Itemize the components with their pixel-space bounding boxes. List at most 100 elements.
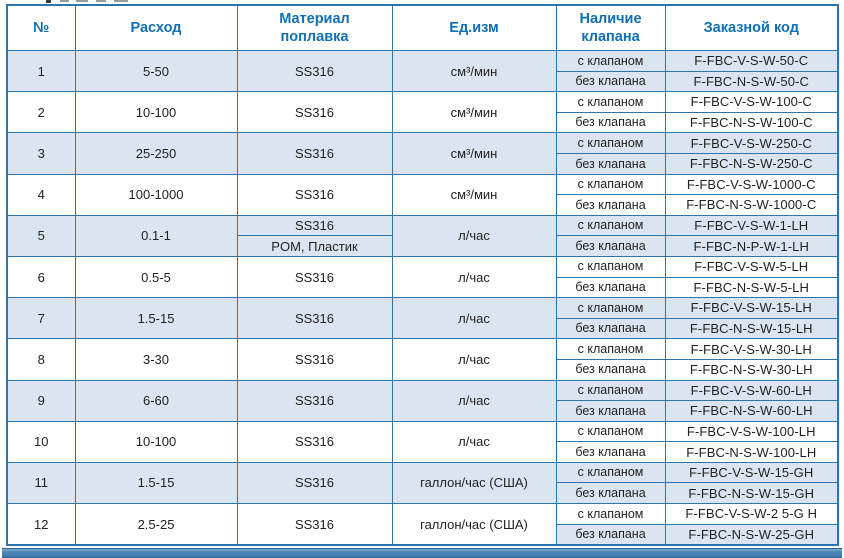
unit-cell: л/час [391, 255, 557, 299]
col-header-flow: Расход [74, 4, 238, 51]
num-cell: 8 [6, 338, 76, 381]
material-cell-alt: POM, Пластик [236, 235, 393, 257]
header-row: № Расход Материал поплавка Ед.изм Наличи… [6, 4, 839, 51]
num-cell: 1 [6, 49, 76, 93]
table-subrow: без клапана F-FBC-N-S-W-100-C [7, 111, 839, 134]
num-cell: 11 [6, 461, 76, 505]
material-cell: SS316 [236, 297, 393, 340]
valve-without-cell: без клапана [555, 523, 666, 546]
table-row: 10 10-100 SS316 л/час с клапаном F-FBC-V… [6, 420, 839, 463]
table-row: 8 3-30 SS316 л/час с клапаном F-FBC-V-S-… [6, 338, 839, 381]
table-subrow: POM, Пластик без клапана F-FBC-N-P-W-1-L… [7, 235, 839, 257]
order-code-cell: F-FBC-V-S-W-15-LH [664, 297, 839, 319]
unit-cell: л/час [391, 420, 557, 463]
num-cell: 7 [6, 297, 76, 340]
valve-with-cell: с клапаном [555, 338, 666, 360]
order-code-cell: F-FBC-V-S-W-50-C [664, 50, 839, 72]
material-cell: SS316 [236, 255, 393, 299]
table-subrow: без клапана F-FBC-N-S-W-100-LH [7, 441, 839, 463]
num-cell: 3 [6, 132, 76, 175]
flow-cell: 1.5-15 [74, 461, 238, 505]
order-code-cell: F-FBC-N-S-W-250-C [664, 152, 839, 175]
flow-cell: 10-100 [74, 91, 238, 134]
table-row: 12 2.5-25 SS316 галлон/час (США) с клапа… [6, 503, 839, 546]
num-cell: 2 [6, 91, 76, 134]
order-code-cell: F-FBC-V-S-W-100-C [664, 91, 839, 113]
order-code-cell: F-FBC-N-S-W-1000-C [664, 194, 839, 216]
flow-cell: 5-50 [74, 49, 238, 93]
flow-cell: 0.1-1 [74, 214, 238, 257]
material-cell: SS316 [236, 338, 393, 381]
order-code-cell: F-FBC-N-S-W-30-LH [664, 358, 839, 381]
flow-cell: 1.5-15 [74, 297, 238, 340]
material-cell: SS316 [236, 461, 393, 505]
material-cell: SS316 [236, 173, 393, 216]
table-row: 4 100-1000 SS316 см³/мин с клапаном F-FB… [6, 173, 839, 216]
order-code-cell: F-FBC-N-S-W-100-C [664, 111, 839, 134]
flow-cell: 6-60 [74, 379, 238, 422]
table-subrow: без клапана F-FBC-N-S-W-60-LH [7, 400, 839, 422]
material-cell: SS316 [236, 379, 393, 422]
order-code-cell: F-FBC-N-S-W-5-LH [664, 276, 839, 299]
num-cell: 5 [6, 214, 76, 257]
order-code-cell: F-FBC-V-S-W-250-C [664, 132, 839, 154]
unit-cell: л/час [391, 338, 557, 381]
valve-without-cell: без клапана [555, 441, 666, 463]
valve-with-cell: с клапаном [555, 132, 666, 154]
table-row: 1 5-50 SS316 см³/мин с клапаном F-FBC-V-… [6, 49, 839, 93]
flow-meter-order-table: № Расход Материал поплавка Ед.изм Наличи… [6, 4, 839, 547]
table-row: 9 6-60 SS316 л/час с клапаном F-FBC-V-S-… [6, 379, 839, 422]
flow-cell: 0.5-5 [74, 255, 238, 299]
order-code-cell: F-FBC-V-S-W-60-LH [664, 379, 839, 402]
valve-without-cell: без клапана [555, 358, 666, 381]
table-subrow: без клапана F-FBC-N-S-W-25-GH [7, 523, 839, 546]
material-cell: SS316 [236, 49, 393, 93]
order-code-cell: F-FBC-N-S-W-50-C [664, 70, 839, 93]
flow-cell: 100-1000 [74, 173, 238, 216]
table-row: 5 0.1-1 SS316 л/час с клапаном F-FBC-V-S… [6, 214, 839, 257]
valve-with-cell: с клапаном [555, 379, 666, 402]
valve-without-cell: без клапана [555, 152, 666, 175]
valve-without-cell: без клапана [555, 111, 666, 134]
table-subrow: без клапана F-FBC-N-S-W-30-LH [7, 358, 839, 381]
order-code-cell: F-FBC-V-S-W-1000-C [664, 173, 839, 196]
valve-with-cell: с клапаном [555, 173, 666, 196]
unit-cell: см³/мин [391, 49, 557, 93]
valve-without-cell: без клапана [555, 400, 666, 422]
material-cell: SS316 [236, 503, 393, 546]
table-subrow: без клапана F-FBC-N-S-W-50-C [7, 70, 839, 93]
unit-cell: см³/мин [391, 91, 557, 134]
num-cell: 10 [6, 420, 76, 463]
valve-without-cell: без клапана [555, 317, 666, 340]
order-code-cell: F-FBC-V-S-W-15-GH [664, 461, 839, 484]
order-code-cell: F-FBC-N-P-W-1-LH [664, 235, 839, 257]
valve-without-cell: без клапана [555, 70, 666, 93]
table-subrow: без клапана F-FBC-N-S-W-5-LH [7, 276, 839, 299]
col-header-valve: Наличие клапана [555, 4, 666, 51]
material-cell: SS316 [236, 214, 393, 237]
material-cell: SS316 [236, 91, 393, 134]
col-header-num: № [6, 4, 76, 51]
valve-without-cell: без клапана [555, 235, 666, 257]
table-row: 7 1.5-15 SS316 л/час с клапаном F-FBC-V-… [6, 297, 839, 340]
valve-with-cell: с клапаном [555, 461, 666, 484]
order-code-cell: F-FBC-N-S-W-15-GH [664, 482, 839, 505]
order-code-cell: F-FBC-N-S-W-60-LH [664, 400, 839, 422]
unit-cell: л/час [391, 297, 557, 340]
table-subrow: без клапана F-FBC-N-S-W-1000-C [7, 194, 839, 216]
valve-with-cell: с клапаном [555, 297, 666, 319]
order-code-cell: F-FBC-N-S-W-100-LH [664, 441, 839, 463]
col-header-unit: Ед.изм [391, 4, 557, 51]
num-cell: 6 [6, 255, 76, 299]
valve-without-cell: без клапана [555, 482, 666, 505]
table-row: 2 10-100 SS316 см³/мин с клапаном F-FBC-… [6, 91, 839, 134]
order-code-cell: F-FBC-V-S-W-2 5-G H [664, 503, 839, 525]
valve-with-cell: с клапаном [555, 50, 666, 72]
order-code-cell: F-FBC-V-S-W-5-LH [664, 255, 839, 278]
unit-cell: галлон/час (США) [391, 461, 557, 505]
order-code-cell: F-FBC-V-S-W-30-LH [664, 338, 839, 360]
valve-with-cell: с клапаном [555, 255, 666, 278]
num-cell: 9 [6, 379, 76, 422]
order-code-cell: F-FBC-N-S-W-25-GH [664, 523, 839, 546]
